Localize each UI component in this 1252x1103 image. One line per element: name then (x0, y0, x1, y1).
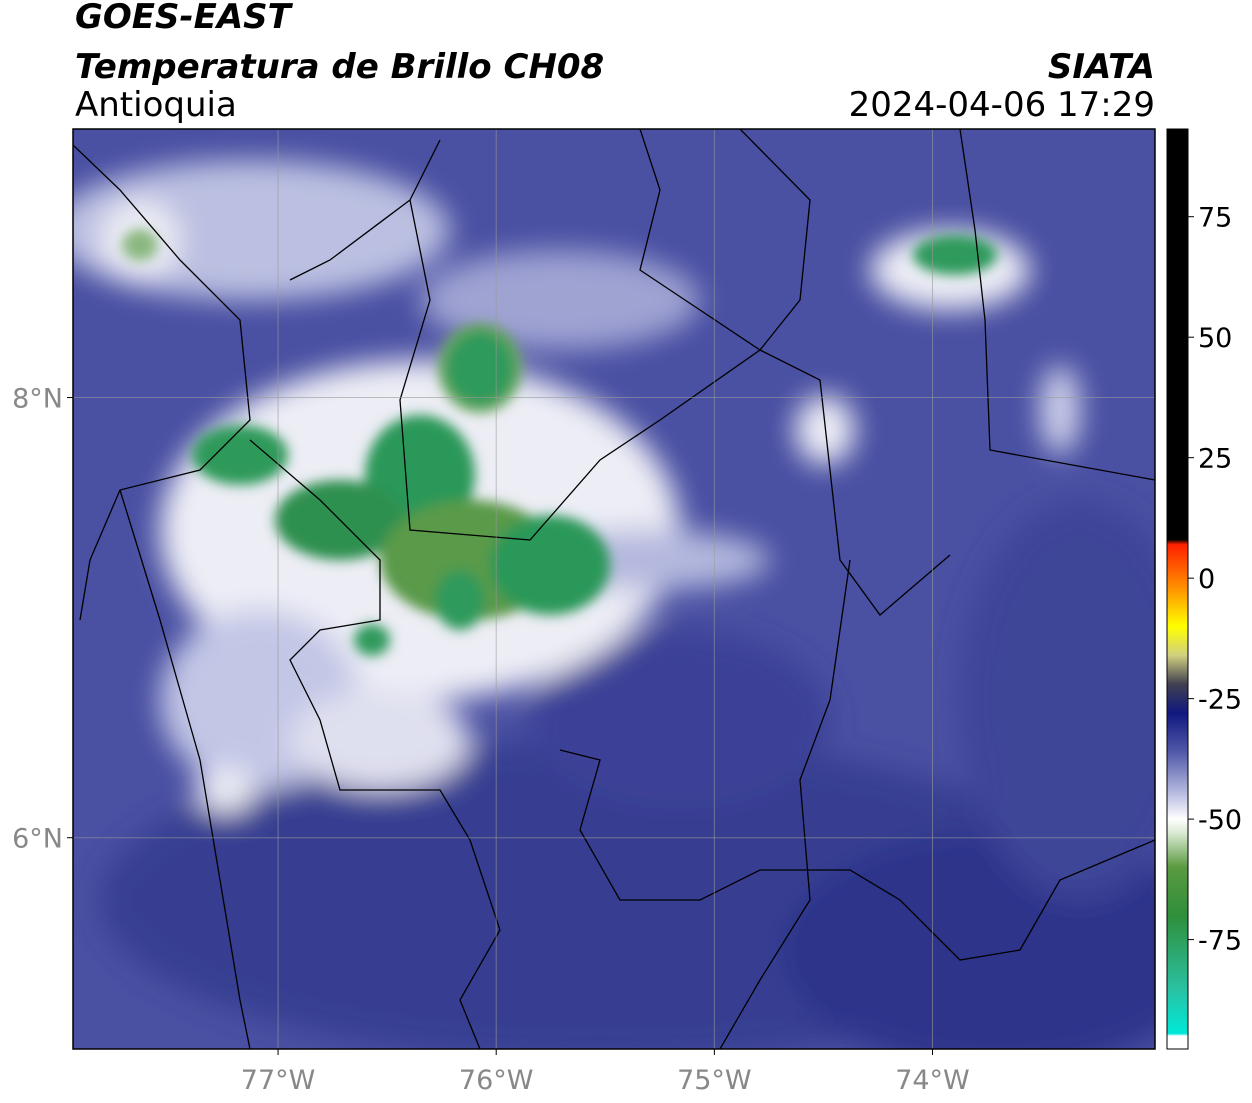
colorbar-tick-label: 50 (1198, 323, 1232, 354)
x-tick-label: 74°W (895, 1065, 970, 1096)
colorbar-tick-label: -25 (1198, 685, 1242, 716)
y-tick-label: 6°N (12, 824, 63, 855)
colorbar-tick-label: 0 (1198, 564, 1215, 595)
subtitle: Temperatura de Brillo CH08 (75, 47, 604, 87)
timestamp: 2024-04-06 17:29 (849, 85, 1155, 125)
title: GOES-EAST (75, 0, 294, 37)
map-frame (72, 128, 1156, 1050)
colorbar-tick-label: 25 (1198, 444, 1232, 475)
colorbar-tick-label: -75 (1198, 926, 1242, 957)
colorbar-tick-label: 75 (1198, 203, 1232, 234)
region: Antioquia (75, 85, 237, 125)
source: SIATA (1048, 47, 1155, 87)
x-tick-label: 77°W (241, 1065, 316, 1096)
colorbar-tick-label: -50 (1198, 805, 1242, 836)
grid (73, 129, 1155, 1049)
map-imagery (73, 129, 1155, 1049)
x-tick-label: 76°W (459, 1065, 534, 1096)
colorbar (1166, 128, 1189, 1050)
y-tick-label: 8°N (12, 384, 63, 415)
x-tick-label: 75°W (677, 1065, 752, 1096)
